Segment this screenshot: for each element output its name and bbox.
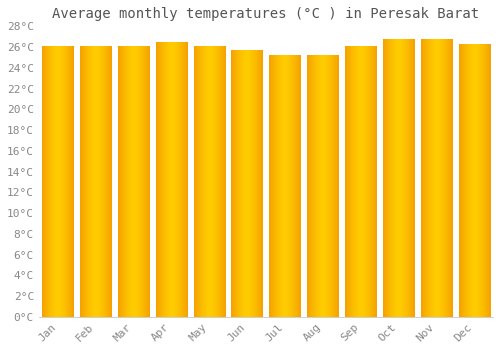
Bar (266, 26, 304, 317)
Bar (380, 26, 418, 317)
Bar (418, 26, 455, 317)
Bar (190, 26, 228, 317)
Bar (228, 26, 266, 317)
Bar (76, 26, 114, 317)
Bar (39, 26, 76, 317)
Bar (152, 26, 190, 317)
Bar (455, 26, 493, 317)
Bar (342, 26, 380, 317)
Bar (114, 26, 152, 317)
Bar (304, 26, 342, 317)
Title: Average monthly temperatures (°C ) in Peresak Barat: Average monthly temperatures (°C ) in Pe… (52, 7, 480, 21)
